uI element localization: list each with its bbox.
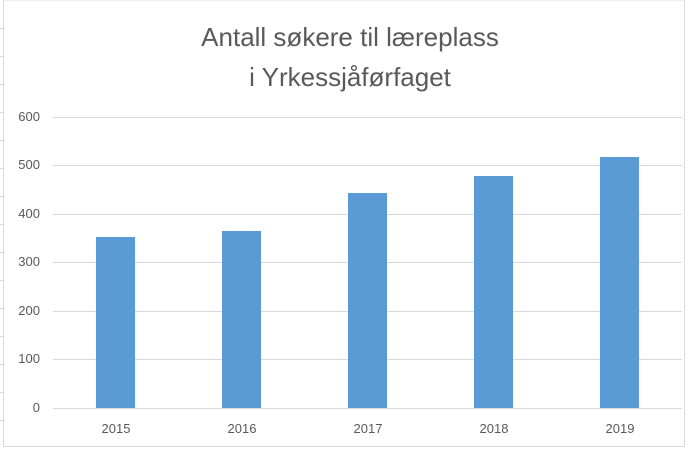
gridline-600 [53, 117, 682, 118]
x-tick-label: 2017 [353, 421, 383, 436]
bar-2017[interactable] [348, 193, 387, 408]
x-tick-label: 2019 [605, 421, 635, 436]
chart-title-line-1: Antall søkere til læreplass [201, 22, 499, 52]
y-tick-label: 100 [18, 351, 40, 366]
x-tick-label: 2016 [227, 421, 257, 436]
x-tick-label: 2018 [479, 421, 509, 436]
x-tick-label: 2015 [101, 421, 131, 436]
bar-2018[interactable] [474, 176, 513, 408]
bar-2019[interactable] [600, 157, 639, 408]
spreadsheet-gridlines [0, 0, 3, 450]
y-tick-label: 600 [18, 109, 40, 124]
bar-2015[interactable] [96, 237, 135, 408]
y-tick-label: 500 [18, 157, 40, 172]
gridline-500 [53, 165, 682, 166]
x-axis-line [53, 408, 682, 409]
y-tick-label: 300 [18, 254, 40, 269]
chart-title-line-2: i Yrkessjåførfaget [249, 62, 451, 92]
y-tick-label: 400 [18, 206, 40, 221]
y-tick-label: 0 [32, 400, 40, 415]
bar-2016[interactable] [222, 231, 261, 408]
y-tick-label: 200 [18, 303, 40, 318]
